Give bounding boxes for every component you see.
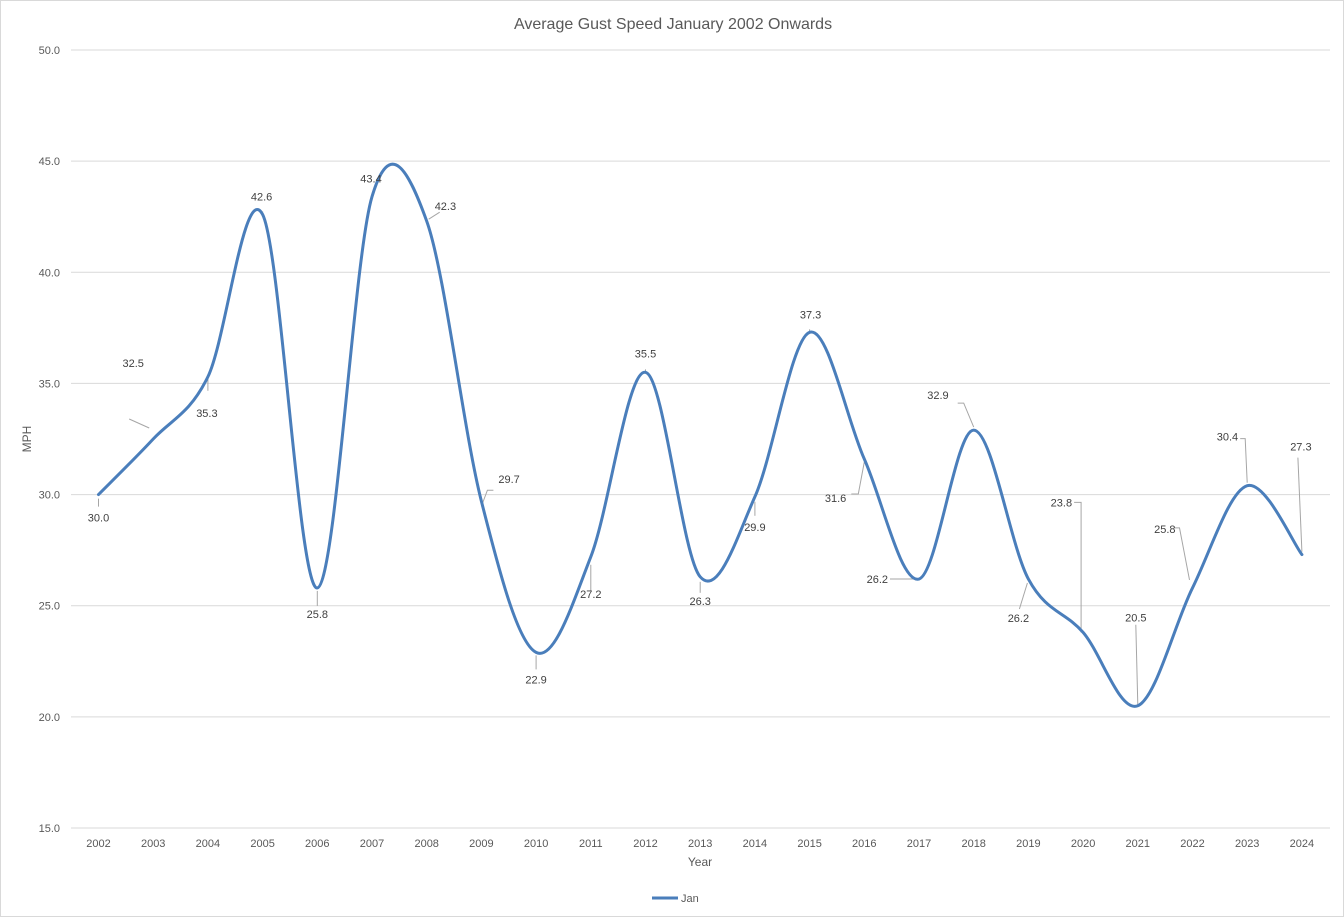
y-axis-label: MPH: [20, 426, 34, 453]
leader-line: [851, 461, 865, 495]
data-labels: 30.0 32.5 35.3 42.6 25.8 43.4 42.3 29.7 22.9 27.2…: [88, 174, 1312, 687]
legend-label: Jan: [681, 893, 699, 905]
data-label-2022: 25.8: [1154, 524, 1175, 536]
leader-line: [1018, 582, 1028, 610]
data-label-2010: 22.9: [525, 674, 546, 686]
leader-lines: [98, 193, 1303, 705]
y-axis-ticks: 15.0 20.0 25.0 30.0 35.0 40.0 45.0 50.0: [39, 45, 60, 835]
y-tick-label: 15.0: [39, 823, 60, 835]
data-label-2005: 42.6: [251, 191, 272, 203]
data-label-2009: 29.7: [498, 474, 519, 486]
x-axis-ticks: 2002 2003 2004 2005 2006 2007 2008 2009 2010 2011…: [86, 838, 1314, 850]
data-label-2020: 23.8: [1051, 497, 1072, 509]
data-label-2011: 27.2: [580, 589, 601, 601]
data-label-2015: 37.3: [800, 309, 821, 321]
x-tick-label: 2022: [1180, 838, 1204, 850]
data-label-2021: 20.5: [1125, 613, 1146, 625]
y-tick-label: 20.0: [39, 712, 60, 724]
series-line-jan[interactable]: [97, 162, 1304, 708]
chart-title: Average Gust Speed January 2002 Onwards: [514, 16, 832, 33]
x-tick-label: 2024: [1290, 838, 1314, 850]
y-tick-label: 50.0: [39, 45, 60, 57]
x-tick-label: 2010: [524, 838, 548, 850]
data-label-2019: 26.2: [1008, 613, 1029, 625]
leader-line: [1297, 457, 1303, 552]
data-label-2007: 43.4: [360, 174, 381, 186]
leader-line: [1240, 438, 1248, 483]
data-label-2008: 42.3: [435, 201, 456, 213]
x-tick-label: 2014: [743, 838, 767, 850]
x-tick-label: 2007: [360, 838, 384, 850]
x-tick-label: 2020: [1071, 838, 1095, 850]
data-label-2006: 25.8: [307, 609, 328, 621]
y-tick-label: 30.0: [39, 490, 60, 502]
data-label-2014: 29.9: [744, 522, 765, 534]
x-tick-label: 2008: [414, 838, 438, 850]
leader-line: [1174, 527, 1190, 581]
y-tick-label: 40.0: [39, 267, 60, 279]
legend[interactable]: Jan: [652, 893, 699, 905]
x-tick-label: 2009: [469, 838, 493, 850]
x-tick-label: 2019: [1016, 838, 1040, 850]
x-tick-label: 2023: [1235, 838, 1259, 850]
y-tick-label: 45.0: [39, 156, 60, 168]
data-label-2012: 35.5: [635, 348, 656, 360]
data-label-2024: 27.3: [1290, 442, 1311, 454]
leader-line: [957, 402, 975, 428]
leader-line: [480, 489, 494, 507]
x-tick-label: 2017: [907, 838, 931, 850]
x-tick-label: 2015: [797, 838, 821, 850]
x-tick-label: 2002: [86, 838, 110, 850]
leader-line: [128, 418, 150, 429]
data-label-2002: 30.0: [88, 513, 109, 525]
data-label-2018: 32.9: [927, 390, 948, 402]
x-tick-label: 2005: [250, 838, 274, 850]
y-tick-label: 35.0: [39, 378, 60, 390]
data-label-2016: 31.6: [825, 493, 846, 505]
x-tick-label: 2006: [305, 838, 329, 850]
x-axis-label: Year: [688, 855, 712, 869]
x-tick-label: 2012: [633, 838, 657, 850]
x-tick-label: 2018: [961, 838, 985, 850]
leader-line: [1074, 501, 1082, 633]
leader-line: [428, 211, 440, 220]
x-tick-label: 2004: [196, 838, 220, 850]
data-label-2013: 26.3: [689, 596, 710, 608]
x-tick-label: 2016: [852, 838, 876, 850]
x-tick-label: 2003: [141, 838, 165, 850]
leader-line: [1135, 624, 1139, 705]
data-label-2004: 35.3: [196, 408, 217, 420]
data-label-2003: 32.5: [122, 358, 143, 370]
series-line-layer: [97, 162, 1304, 708]
gridlines: [71, 49, 1330, 829]
y-tick-label: 25.0: [39, 601, 60, 613]
x-tick-label: 2011: [579, 838, 603, 850]
data-label-2023: 30.4: [1217, 432, 1238, 444]
x-tick-label: 2021: [1126, 838, 1150, 850]
data-label-2017: 26.2: [867, 574, 888, 586]
x-tick-label: 2013: [688, 838, 712, 850]
